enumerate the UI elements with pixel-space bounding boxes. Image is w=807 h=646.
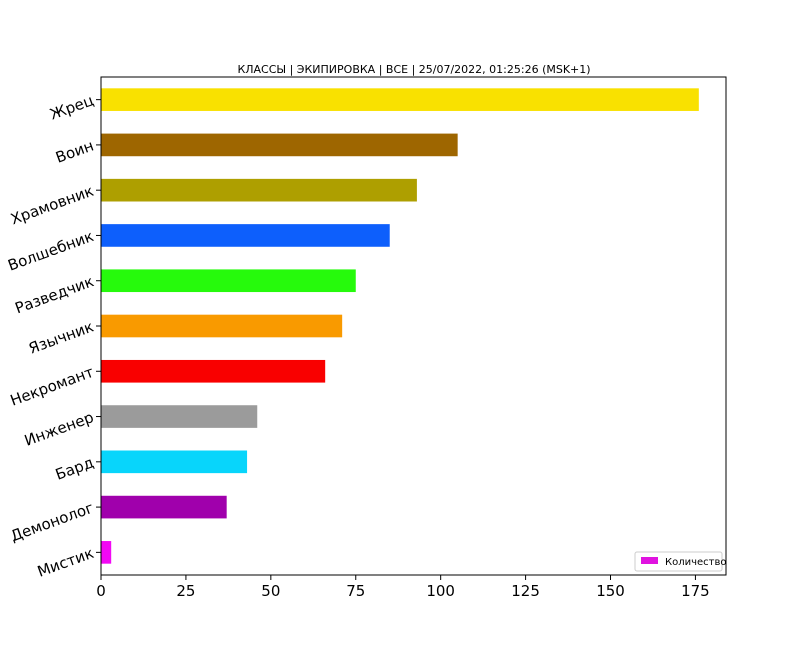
x-tick-label: 125 bbox=[511, 582, 540, 600]
x-tick-label: 150 bbox=[596, 582, 625, 600]
y-tick-label: Храмовник bbox=[8, 182, 96, 229]
x-axis: 0 25 50 75 100 125 150 175 bbox=[96, 575, 710, 600]
bar-10 bbox=[101, 495, 227, 519]
y-tick-label: Воин bbox=[53, 136, 96, 166]
bar-11 bbox=[101, 541, 112, 564]
legend-label: Количество bbox=[665, 557, 727, 568]
y-tick-label: Демонолог bbox=[8, 499, 96, 546]
legend: Количество bbox=[634, 551, 727, 572]
legend-box bbox=[634, 551, 723, 572]
y-tick-label: Бард bbox=[53, 453, 96, 483]
x-tick-label: 0 bbox=[96, 582, 106, 600]
bar-1 bbox=[101, 88, 699, 111]
y-tick-label: Разведчик bbox=[13, 272, 97, 317]
y-tick-label: Жрец bbox=[48, 91, 97, 123]
y-tick-label: Волшебник bbox=[5, 227, 96, 275]
bar-5 bbox=[101, 269, 356, 293]
y-tick-label: Мистик bbox=[35, 544, 96, 581]
x-tick-label: 25 bbox=[176, 582, 195, 600]
y-tick-label: Некромант bbox=[8, 363, 96, 410]
bar-4 bbox=[101, 224, 390, 247]
bar-2 bbox=[101, 133, 458, 157]
y-axis: Жрец Воин ХрамовникВолшебникРазведчикЯзычн… bbox=[5, 91, 101, 581]
bar-8 bbox=[101, 405, 258, 428]
bars-group bbox=[101, 88, 699, 564]
y-tick-label: Язычник bbox=[26, 318, 96, 358]
x-tick-label: 75 bbox=[346, 582, 365, 600]
chart-title: КЛАССЫ | ЭКИПИРОВКА | ВСЕ | 25/07/2022, … bbox=[237, 63, 590, 76]
x-tick-label: 100 bbox=[426, 582, 455, 600]
bar-6 bbox=[101, 314, 343, 338]
x-tick-label: 175 bbox=[681, 582, 710, 600]
legend-swatch bbox=[641, 557, 658, 564]
x-tick-label: 50 bbox=[261, 582, 280, 600]
y-tick-label: Инженер bbox=[22, 408, 96, 450]
bar-3 bbox=[101, 178, 417, 202]
bar-7 bbox=[101, 359, 326, 383]
bar-9 bbox=[101, 450, 248, 474]
